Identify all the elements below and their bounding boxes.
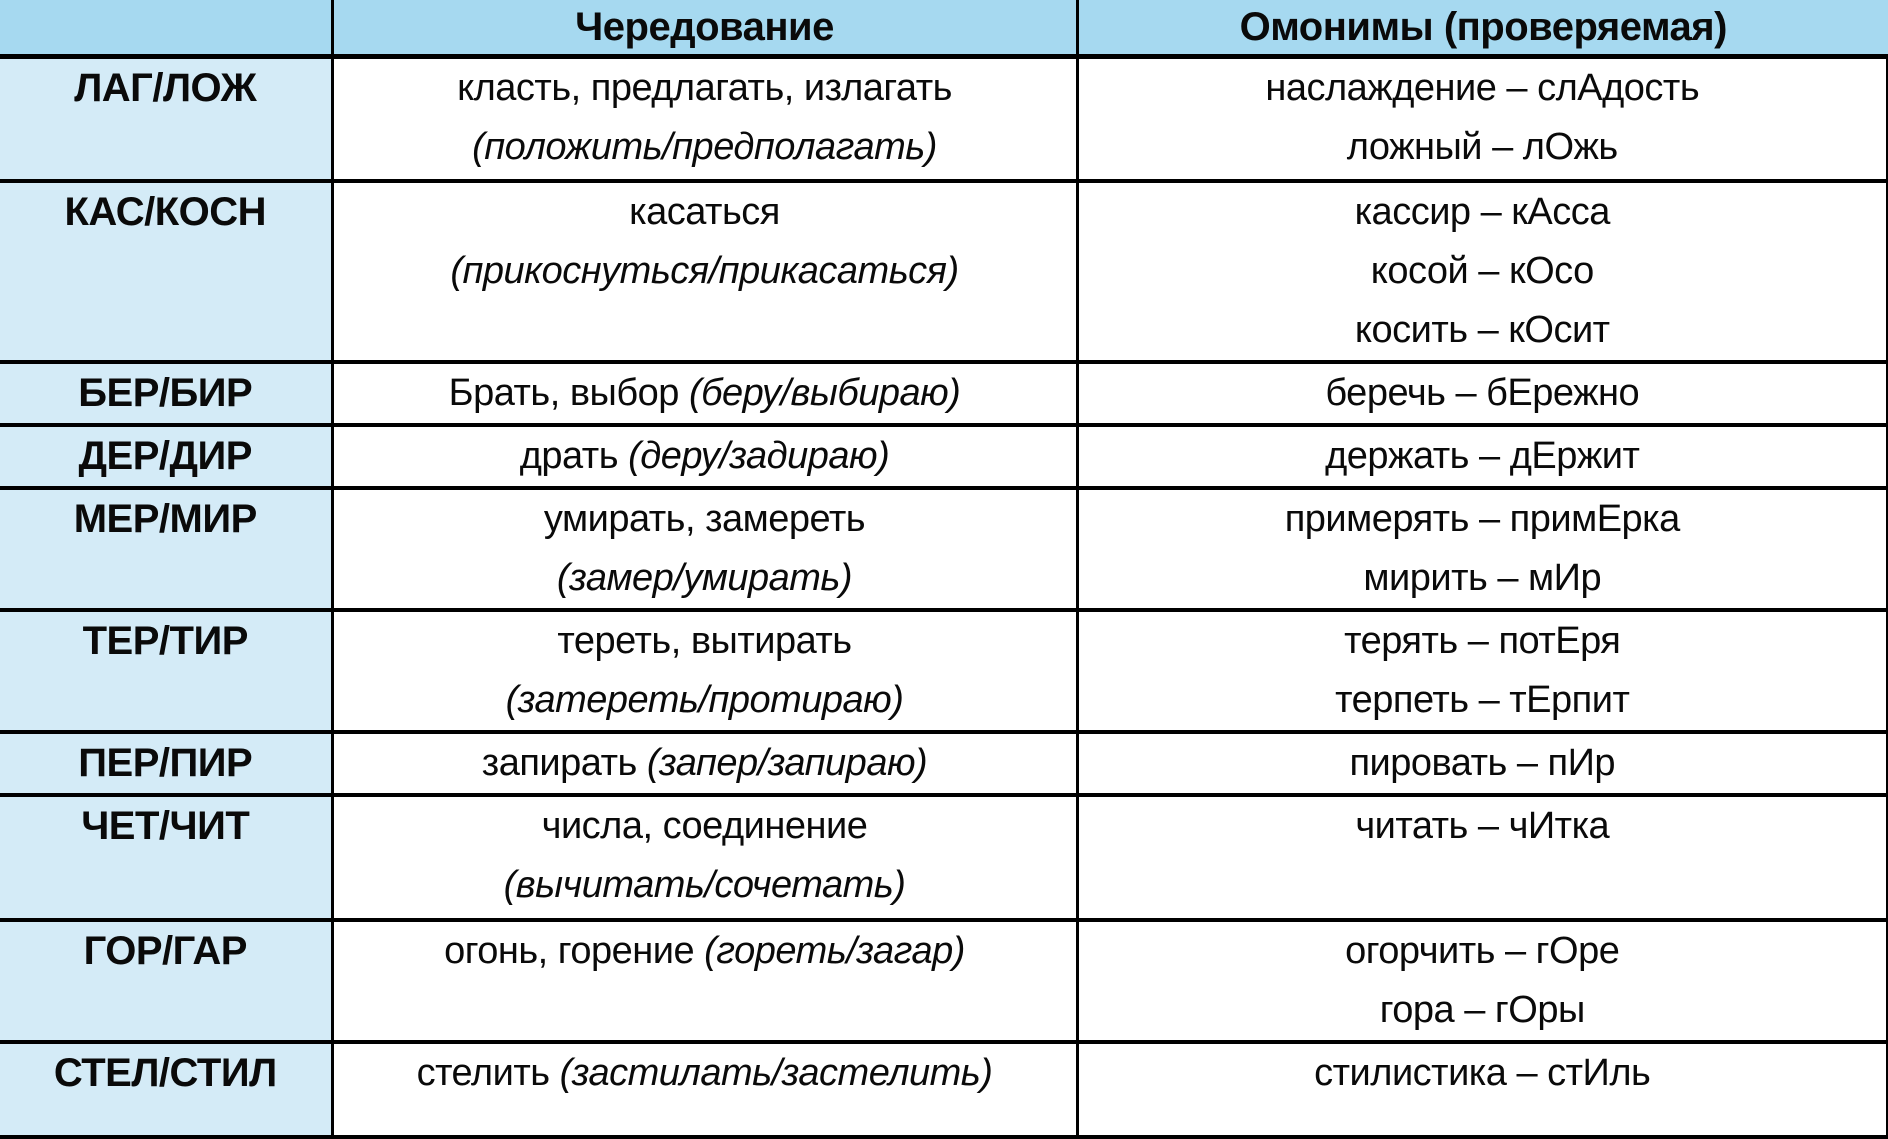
homonym-line: гора – гОры: [1379, 988, 1586, 1031]
example-text: Брать, выбор: [448, 371, 689, 414]
homonym-line: беречь – бЕрежно: [1325, 371, 1640, 414]
example-italic-text: (гореть/загар): [704, 929, 965, 972]
example-italic-text: (застилать/застелить): [559, 1051, 993, 1094]
alternation-line: числа, соединение: [334, 797, 1076, 856]
alternation-cell: умирать, замереть (замер/умирать): [330, 487, 1077, 610]
homonym-line: стилистика – стИль: [1314, 1051, 1651, 1094]
root-cell: ГОР/ГАР: [0, 919, 332, 1042]
table-body: ЛАГ/ЛОЖ класть, предлагать, излагать (поло…: [0, 56, 1888, 1137]
homonym-line: пировать – пИр: [1349, 741, 1616, 784]
table-row: КАС/КОСН касаться (прикоснуться/прикасатьс…: [0, 180, 1888, 362]
alternation-line: класть, предлагать, излагать: [334, 59, 1076, 118]
alternation-cell: стелить (застилать/застелить): [330, 1041, 1077, 1137]
root-cell: ЛАГ/ЛОЖ: [0, 56, 332, 181]
table-row: ПЕР/ПИР запирать (запер/запираю) пировать …: [0, 731, 1888, 795]
alternation-cell: касаться (прикоснуться/прикасаться): [330, 180, 1077, 362]
homonym-cell: огорчить – гОре гора – гОры: [1075, 919, 1888, 1042]
alternation-cell: запирать (запер/запираю): [330, 731, 1077, 795]
example-text: тереть, вытирать: [557, 619, 852, 662]
homonym-cell: примерять – примЕрка мирить – мИр: [1075, 487, 1888, 610]
homonym-line: мирить – мИр: [1363, 556, 1602, 599]
example-italic-text: (положить/предполагать): [472, 126, 937, 168]
alternation-line: (замер/умирать): [334, 549, 1076, 608]
alternation-line: стелить (застилать/застелить): [334, 1044, 1076, 1103]
alternation-cell: тереть, вытирать (затереть/протираю): [330, 609, 1077, 732]
example-italic-text: (прикоснуться/прикасаться): [450, 249, 959, 292]
table-row: ЧЕТ/ЧИТ числа, соединение (вычитать/сочета…: [0, 794, 1888, 920]
alternation-line: драть (деру/задираю): [334, 427, 1076, 486]
homonym-cell: держать – дЕржит: [1075, 424, 1888, 488]
table-row: СТЕЛ/СТИЛ стелить (застилать/застелить) ст…: [0, 1041, 1888, 1137]
homonym-cell: наслаждение – слАдость ложный – лОжь: [1075, 56, 1888, 181]
homonym-line: ложный – лОжь: [1346, 126, 1618, 168]
alternation-cell: огонь, горение (гореть/загар): [330, 919, 1077, 1042]
alternation-line: (вычитать/сочетать): [334, 856, 1076, 915]
example-italic-text: (замер/умирать): [556, 556, 853, 599]
alternation-line: Брать, выбор (беру/выбираю): [334, 364, 1076, 423]
alternation-line: (положить/предполагать): [334, 118, 1076, 177]
table-row: ТЕР/ТИР тереть, вытирать (затереть/протира…: [0, 609, 1888, 732]
table-row: ДЕР/ДИР драть (деру/задираю) держать – дЕр…: [0, 424, 1888, 488]
example-text: класть, предлагать, излагать: [457, 67, 952, 109]
alternation-line: тереть, вытирать: [334, 612, 1076, 671]
header-homonyms-column: Омонимы (проверяемая): [1075, 0, 1888, 59]
example-italic-text: (запер/запираю): [646, 741, 928, 784]
root-cell: ДЕР/ДИР: [0, 424, 332, 488]
root-cell: МЕР/МИР: [0, 487, 332, 610]
example-text: запирать: [481, 741, 647, 784]
homonym-cell: стилистика – стИль: [1075, 1041, 1888, 1137]
homonym-line: читать – чИтка: [1355, 804, 1610, 847]
homonym-cell: читать – чИтка: [1075, 794, 1888, 920]
header-root-column: [0, 0, 332, 59]
example-text: огонь, горение: [444, 929, 705, 972]
table-row: ЛАГ/ЛОЖ класть, предлагать, излагать (поло…: [0, 56, 1888, 181]
table-row: БЕР/БИР Брать, выбор (беру/выбираю) беречь…: [0, 361, 1888, 425]
homonym-line: терпеть – тЕрпит: [1335, 678, 1630, 721]
root-cell: ТЕР/ТИР: [0, 609, 332, 732]
alternation-line: (затереть/протираю): [334, 671, 1076, 730]
example-text: касаться: [629, 190, 780, 233]
root-cell: КАС/КОСН: [0, 180, 332, 362]
alternation-line: умирать, замереть: [334, 490, 1076, 549]
homonym-line: примерять – примЕрка: [1284, 497, 1681, 540]
example-text: числа, соединение: [541, 804, 868, 847]
root-cell: ПЕР/ПИР: [0, 731, 332, 795]
example-text: стелить: [416, 1051, 560, 1094]
table-row: МЕР/МИР умирать, замереть (замер/умирать) п…: [0, 487, 1888, 610]
homonym-cell: пировать – пИр: [1075, 731, 1888, 795]
homonym-line: терять – потЕря: [1344, 619, 1621, 662]
example-italic-text: (вычитать/сочетать): [503, 863, 906, 906]
root-cell: БЕР/БИР: [0, 361, 332, 425]
homonym-line: огорчить – гОре: [1345, 929, 1620, 972]
homonym-cell: терять – потЕря терпеть – тЕрпит: [1075, 609, 1888, 732]
example-text: драть: [519, 434, 629, 477]
header-row: Чередование Омонимы (проверяемая): [0, 0, 1888, 59]
alternation-line: касаться: [334, 183, 1076, 242]
alternation-cell: числа, соединение (вычитать/сочетать): [330, 794, 1077, 920]
header-alternation-column: Чередование: [330, 0, 1077, 59]
homonym-line: косой – кОсо: [1370, 249, 1594, 292]
homonym-cell: кассир – кАсса косой – кОсо косить – кОсит: [1075, 180, 1888, 362]
root-cell: СТЕЛ/СТИЛ: [0, 1041, 332, 1137]
example-italic-text: (деру/задираю): [628, 434, 890, 477]
homonym-line: косить – кОсит: [1354, 308, 1610, 351]
homonym-line: держать – дЕржит: [1325, 434, 1640, 477]
example-italic-text: (беру/выбираю): [688, 371, 961, 414]
homonym-line: наслаждение – слАдость: [1265, 67, 1700, 109]
alternation-cell: класть, предлагать, излагать (положить/пр…: [330, 56, 1077, 181]
homonym-cell: беречь – бЕрежно: [1075, 361, 1888, 425]
alternation-cell: Брать, выбор (беру/выбираю): [330, 361, 1077, 425]
example-italic-text: (затереть/протираю): [505, 678, 904, 721]
root-cell: ЧЕТ/ЧИТ: [0, 794, 332, 920]
alternation-cell: драть (деру/задираю): [330, 424, 1077, 488]
table-row: ГОР/ГАР огонь, горение (гореть/загар) огор…: [0, 919, 1888, 1042]
homonym-line: кассир – кАсса: [1354, 190, 1611, 233]
alternation-line: запирать (запер/запираю): [334, 734, 1076, 793]
example-text: умирать, замереть: [543, 497, 866, 540]
alternation-line: (прикоснуться/прикасаться): [334, 242, 1076, 301]
alternation-line: огонь, горение (гореть/загар): [334, 922, 1076, 981]
table-header: Чередование Омонимы (проверяемая): [0, 0, 1888, 59]
